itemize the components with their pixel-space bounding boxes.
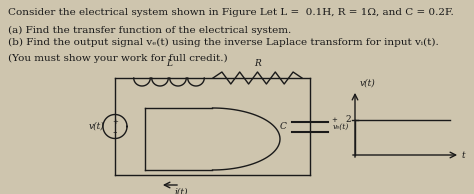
Text: t: t: [462, 151, 465, 159]
Text: v(t): v(t): [360, 79, 376, 88]
Text: 2: 2: [346, 115, 351, 125]
Text: vₑ(t): vₑ(t): [333, 122, 349, 131]
Text: R: R: [254, 59, 261, 68]
Text: i(t): i(t): [175, 188, 189, 194]
Text: (b) Find the output signal vₑ(t) using the inverse Laplace transform for input v: (b) Find the output signal vₑ(t) using t…: [8, 38, 439, 47]
Text: C: C: [280, 122, 287, 131]
Text: L: L: [166, 59, 172, 68]
Text: +: +: [331, 117, 337, 122]
Text: v(t): v(t): [89, 122, 105, 131]
Text: (a) Find the transfer function of the electrical system.: (a) Find the transfer function of the el…: [8, 26, 291, 35]
Text: +: +: [112, 120, 118, 126]
Text: Consider the electrical system shown in Figure Let L =  0.1H, R = 1Ω, and C = 0.: Consider the electrical system shown in …: [8, 8, 454, 17]
Text: (You must show your work for full credit.): (You must show your work for full credit…: [8, 54, 228, 63]
Text: −: −: [113, 129, 117, 134]
